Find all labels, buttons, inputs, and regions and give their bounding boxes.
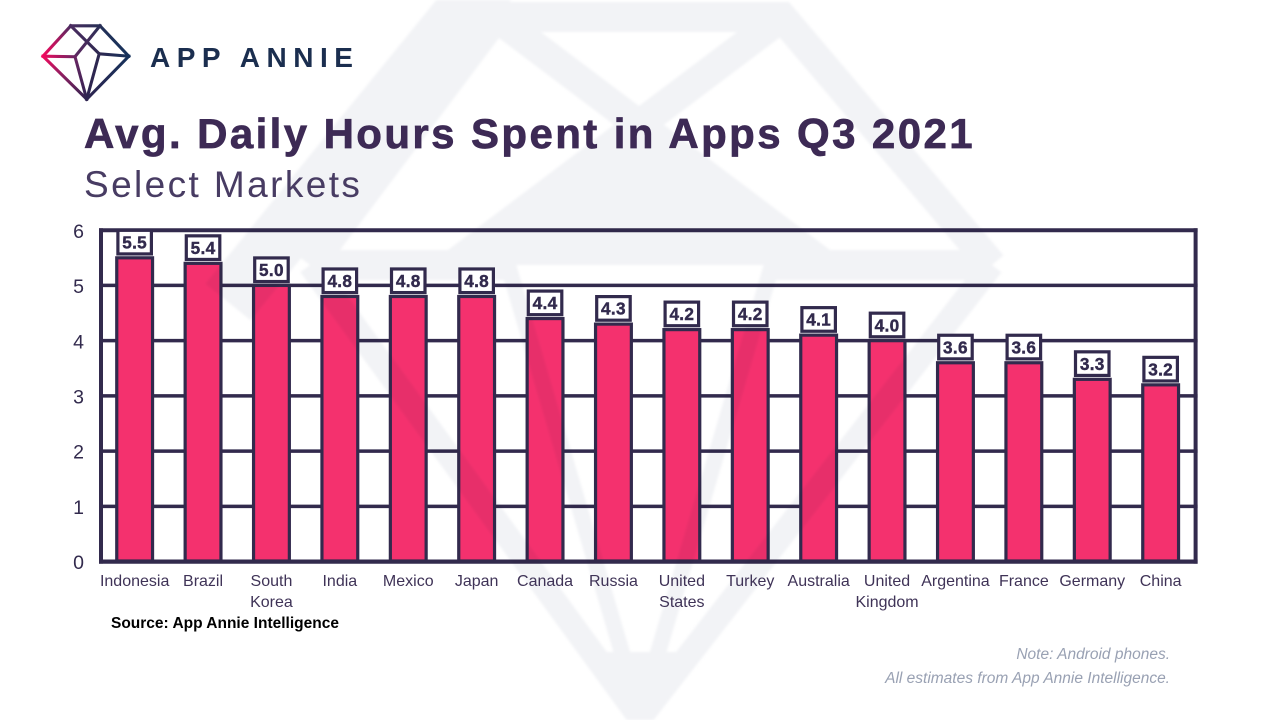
svg-text:3.6: 3.6 bbox=[1011, 337, 1036, 357]
svg-text:3.3: 3.3 bbox=[1080, 354, 1105, 374]
svg-text:Indonesia: Indonesia bbox=[100, 573, 169, 590]
svg-text:5.0: 5.0 bbox=[259, 260, 284, 280]
svg-text:Argentina: Argentina bbox=[921, 573, 990, 590]
svg-text:States: States bbox=[659, 594, 704, 611]
svg-text:4.3: 4.3 bbox=[601, 299, 626, 319]
svg-text:United: United bbox=[659, 573, 705, 590]
svg-text:0: 0 bbox=[73, 552, 84, 574]
svg-text:Japan: Japan bbox=[455, 573, 499, 590]
svg-text:6: 6 bbox=[73, 221, 84, 243]
svg-text:1: 1 bbox=[73, 497, 84, 519]
svg-text:4.8: 4.8 bbox=[464, 271, 489, 291]
svg-text:4.8: 4.8 bbox=[327, 271, 352, 291]
svg-text:France: France bbox=[999, 573, 1049, 590]
svg-text:Turkey: Turkey bbox=[726, 573, 774, 590]
svg-text:4.2: 4.2 bbox=[669, 304, 694, 324]
svg-text:4.0: 4.0 bbox=[875, 315, 900, 335]
svg-text:Mexico: Mexico bbox=[383, 573, 434, 590]
svg-text:5.5: 5.5 bbox=[122, 232, 147, 252]
svg-text:Canada: Canada bbox=[517, 573, 573, 590]
svg-text:China: China bbox=[1140, 573, 1182, 590]
svg-text:4.1: 4.1 bbox=[806, 310, 831, 330]
svg-text:4.8: 4.8 bbox=[396, 271, 421, 291]
svg-text:Russia: Russia bbox=[589, 573, 638, 590]
svg-text:Brazil: Brazil bbox=[183, 573, 223, 590]
svg-text:United: United bbox=[864, 573, 910, 590]
svg-text:Kingdom: Kingdom bbox=[855, 594, 918, 611]
svg-text:Australia: Australia bbox=[788, 573, 850, 590]
svg-text:3.2: 3.2 bbox=[1148, 359, 1173, 379]
svg-text:4: 4 bbox=[73, 331, 84, 353]
svg-text:5: 5 bbox=[73, 276, 84, 298]
svg-text:Germany: Germany bbox=[1059, 573, 1125, 590]
svg-text:4.4: 4.4 bbox=[533, 293, 558, 313]
svg-text:4.2: 4.2 bbox=[738, 304, 763, 324]
svg-text:3: 3 bbox=[73, 387, 84, 409]
svg-text:2: 2 bbox=[73, 442, 84, 464]
svg-text:India: India bbox=[322, 573, 357, 590]
svg-text:Korea: Korea bbox=[250, 594, 293, 611]
svg-text:South: South bbox=[251, 573, 293, 590]
svg-text:3.6: 3.6 bbox=[943, 337, 968, 357]
svg-text:5.4: 5.4 bbox=[191, 238, 216, 258]
